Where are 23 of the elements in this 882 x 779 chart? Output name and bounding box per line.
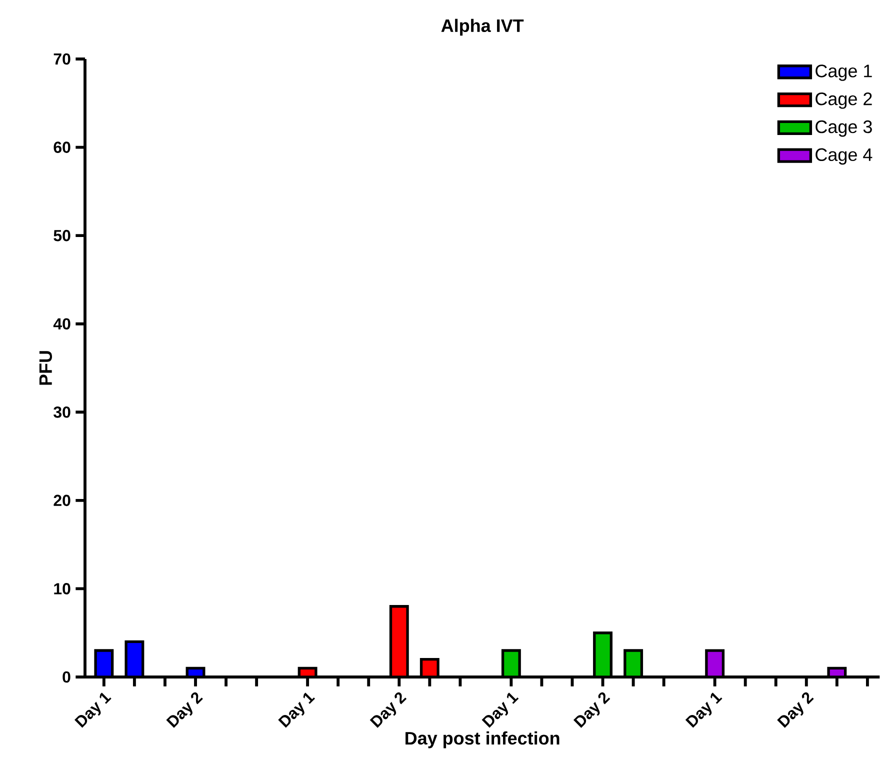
x-tick-label: Day 1	[482, 692, 519, 728]
legend-label: Cage 3	[816, 120, 872, 137]
y-tick-label: 70	[54, 53, 70, 65]
legend-label: Cage 1	[816, 64, 872, 81]
y-tick-label: 0	[62, 671, 70, 683]
y-tick-label: 30	[54, 406, 70, 418]
y-tick-label: 40	[53, 318, 70, 330]
x-tick-label: Day 2	[573, 692, 610, 728]
y-axis-title: PFU	[39, 351, 52, 385]
x-tick-label: Day 1	[685, 692, 722, 728]
legend-label: Cage 4	[816, 148, 872, 165]
y-tick-label: 50	[54, 230, 70, 242]
x-tick-label: Day 2	[166, 692, 203, 728]
y-tick-label: 60	[54, 142, 70, 153]
x-axis-title: Day post infection	[406, 731, 560, 748]
y-tick-label: 10	[54, 583, 70, 594]
x-tick-label: Day 2	[370, 692, 407, 728]
x-tick-label: Day 1	[278, 692, 316, 728]
x-tick-label: Day 2	[777, 692, 814, 728]
chart-title: Alpha IVT	[441, 18, 524, 36]
x-tick-label: Day 1	[74, 692, 112, 728]
y-tick-label: 20	[54, 494, 70, 506]
legend-label: Cage 2	[816, 92, 872, 109]
